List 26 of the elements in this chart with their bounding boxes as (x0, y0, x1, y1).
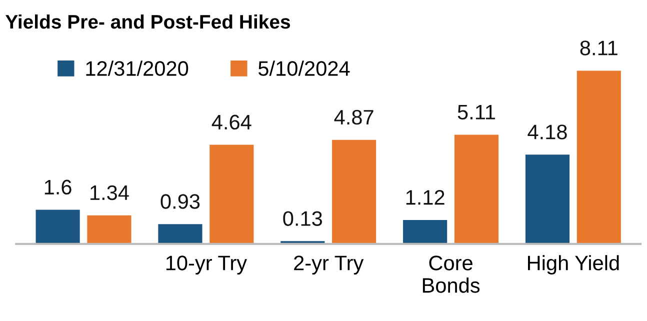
x-tick-label: High Yield (528, 255, 619, 274)
data-label: 1.12 (406, 190, 444, 205)
bar (454, 134, 499, 244)
bar (158, 224, 202, 244)
bar (525, 154, 570, 244)
bar (87, 215, 132, 244)
data-label: 8.11 (580, 40, 618, 56)
legend-label: 5/10/2024 (258, 60, 350, 76)
legend-label: 12/31/2020 (86, 60, 188, 76)
data-label: 4.18 (528, 124, 567, 140)
bar (210, 144, 254, 244)
bar (576, 70, 621, 244)
bar (403, 220, 448, 244)
x-tick-label: 10-yr Try (166, 256, 247, 274)
data-label: 0.13 (283, 211, 322, 226)
x-tick-label: Core Bonds (422, 256, 480, 293)
data-label: 4.64 (212, 114, 252, 130)
data-label: 1.6 (44, 180, 72, 195)
bar (332, 140, 376, 244)
data-label: 5.11 (458, 104, 495, 120)
data-label: 0.93 (160, 194, 200, 209)
bar (36, 210, 80, 244)
x-tick-label: 2-yr Try (294, 256, 364, 274)
data-label: 1.34 (90, 185, 129, 200)
chart-title: Yields Pre- and Post-Fed Hikes (6, 14, 290, 29)
data-label: 4.87 (334, 110, 374, 125)
